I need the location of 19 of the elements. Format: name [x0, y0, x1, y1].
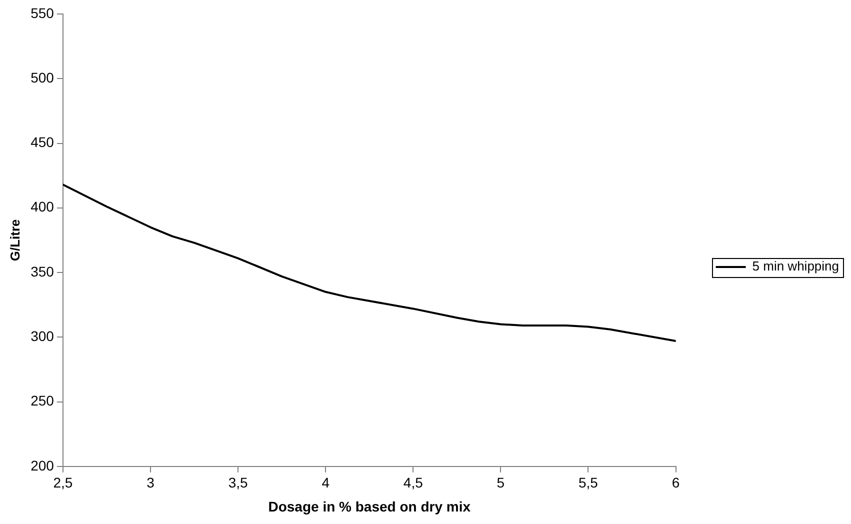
- y-axis-title: G/Litre: [7, 219, 22, 262]
- legend-label: 5 min whipping: [752, 258, 840, 274]
- y-tick-label: 450: [30, 134, 54, 150]
- y-tick-label: 500: [30, 69, 54, 86]
- x-tick-label: 2,5: [53, 474, 73, 491]
- y-tick-label: 550: [30, 4, 54, 21]
- y-tick-label: 300: [30, 328, 54, 344]
- x-axis-title: Dosage in % based on dry mix: [268, 498, 471, 514]
- x-tick-label: 5,5: [578, 474, 598, 491]
- y-tick-label: 400: [30, 198, 54, 215]
- x-tick-label: 4,5: [403, 474, 424, 491]
- y-tick-label: 250: [30, 392, 54, 409]
- x-tick-label: 3: [146, 474, 155, 491]
- x-tick-label: 3,5: [228, 474, 248, 491]
- x-tick-label: 4: [322, 474, 330, 491]
- x-tick-label: 5: [496, 474, 505, 491]
- x-tick-label: 6: [672, 474, 680, 491]
- y-tick-label: 200: [30, 457, 54, 474]
- y-tick-label: 350: [30, 263, 54, 280]
